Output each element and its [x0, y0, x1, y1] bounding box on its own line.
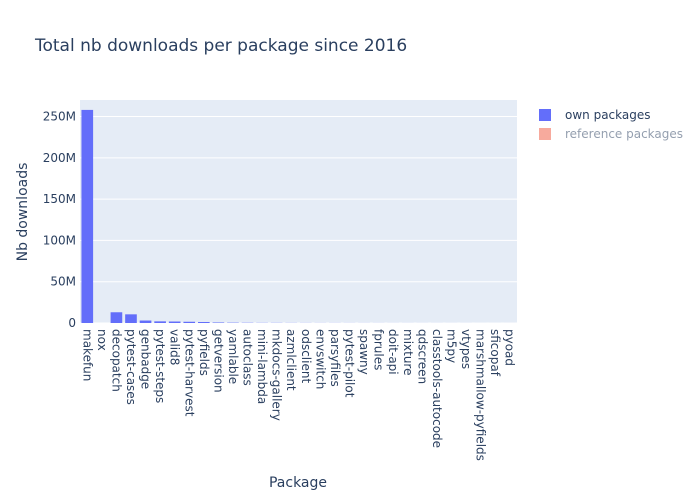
legend-label[interactable]: own packages — [565, 108, 651, 122]
chart-title: Total nb downloads per package since 201… — [34, 36, 407, 56]
x-tick-label: nox — [95, 329, 109, 351]
x-tick-label: fprules — [372, 329, 386, 370]
x-tick-label: getversion — [211, 329, 225, 393]
bar — [197, 322, 210, 323]
bar — [81, 109, 94, 324]
x-tick-label: qdscreen — [415, 329, 429, 384]
legend-swatch — [539, 128, 551, 140]
x-tick-label: decopatch — [109, 329, 123, 392]
x-tick-label: genbadge — [139, 329, 153, 389]
x-tick-label: pyfields — [197, 329, 211, 376]
x-tick-label: marshmallow-pyfields — [474, 329, 488, 461]
x-tick-label: sficopaf — [488, 329, 502, 377]
y-tick-label: 100M — [43, 233, 76, 247]
bar — [154, 321, 166, 323]
x-tick-label: makefun — [80, 329, 94, 381]
y-axis-title: Nb downloads — [15, 163, 31, 262]
x-tick-label: valid8 — [168, 329, 182, 365]
bar — [139, 320, 152, 323]
x-tick-label: mixture — [401, 329, 415, 376]
x-tick-label: mini-lambda — [255, 329, 269, 404]
x-tick-label: yamlable — [226, 329, 240, 384]
x-tick-label: envswitch — [313, 329, 327, 389]
x-tick-label: parsyfiles — [328, 329, 342, 387]
x-tick-label: azmlclient — [284, 329, 298, 391]
x-tick-label: doit-api — [386, 329, 400, 375]
x-tick-label: m5py — [444, 329, 458, 363]
x-tick-label: odsclient — [299, 329, 313, 383]
bar — [183, 321, 196, 323]
x-tick-label: pytest-cases — [124, 329, 138, 405]
x-axis-title: Package — [269, 475, 327, 491]
x-tick-label: vtypes — [459, 329, 473, 369]
y-tick-label: 150M — [43, 192, 76, 206]
legend-swatch — [539, 109, 551, 121]
legend-label[interactable]: reference packages — [565, 127, 683, 141]
y-tick-label: 250M — [43, 110, 76, 124]
y-tick-label: 50M — [50, 275, 76, 289]
bar — [125, 314, 137, 323]
plot-area — [80, 100, 517, 323]
y-tick-label: 200M — [43, 151, 76, 165]
bar — [168, 321, 181, 323]
x-tick-label: pyoad — [503, 329, 517, 366]
x-tick-label: pytest-harvest — [182, 329, 196, 417]
x-tick-label: pytest-steps — [153, 329, 167, 403]
x-tick-label: autoclass — [241, 329, 255, 386]
x-tick-label: classtools-autocode — [430, 329, 444, 448]
bar — [110, 312, 123, 323]
y-tick-label: 0 — [68, 316, 76, 330]
x-tick-label: spawny — [357, 329, 371, 375]
x-tick-label: pytest-pilot — [342, 329, 356, 398]
x-tick-label: mkdocs-gallery — [270, 329, 284, 421]
